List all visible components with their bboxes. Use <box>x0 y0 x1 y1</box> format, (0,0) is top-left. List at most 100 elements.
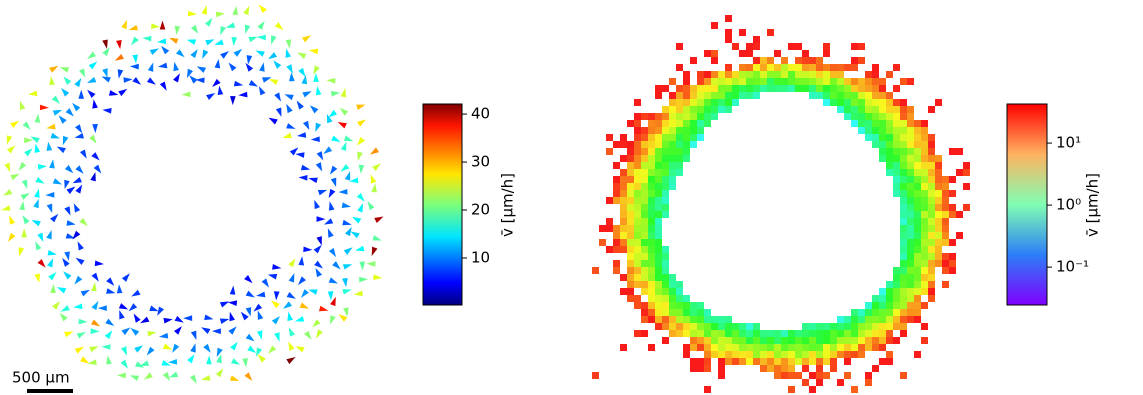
heat-cell <box>949 239 956 246</box>
heat-cell <box>795 85 802 92</box>
heat-cell <box>872 78 879 85</box>
heat-cell <box>669 323 676 330</box>
heat-cell <box>739 92 746 99</box>
heat-cell <box>669 169 676 176</box>
arrow <box>37 232 44 243</box>
arrow <box>89 134 97 144</box>
heat-cell <box>641 330 648 337</box>
heat-cell <box>823 358 830 365</box>
heat-cell <box>886 127 893 134</box>
heat-cell <box>697 127 704 134</box>
heat-cell <box>823 64 830 71</box>
arrow <box>50 132 60 139</box>
arrow <box>158 62 168 69</box>
heat-cell <box>634 302 641 309</box>
heat-cell <box>746 85 753 92</box>
heat-cell <box>774 337 781 344</box>
heat-cell <box>844 337 851 344</box>
heat-cell <box>823 344 830 351</box>
heat-cell <box>592 267 599 274</box>
arrow <box>46 123 56 130</box>
heat-cell <box>732 92 739 99</box>
heat-cell <box>662 148 669 155</box>
arrow <box>87 359 97 365</box>
heat-cell <box>823 78 830 85</box>
arrow <box>59 312 68 322</box>
heat-cell <box>641 288 648 295</box>
heat-cell <box>900 274 907 281</box>
heat-cell <box>725 71 732 78</box>
arrow <box>332 261 341 270</box>
heat-cell <box>613 232 620 239</box>
heat-cell <box>900 309 907 316</box>
heat-cell <box>683 113 690 120</box>
heat-cell <box>907 197 914 204</box>
heat-cell <box>725 64 732 71</box>
heat-cell <box>634 155 641 162</box>
arrow <box>314 199 321 210</box>
heat-cell <box>620 232 627 239</box>
heat-cell <box>648 253 655 260</box>
heat-cell <box>697 316 704 323</box>
arrow <box>88 61 98 70</box>
heat-cell <box>900 302 907 309</box>
heat-cell <box>641 267 648 274</box>
heat-cell <box>809 64 816 71</box>
heat-cell <box>907 218 914 225</box>
arrow <box>275 107 282 117</box>
arrow <box>121 346 127 356</box>
heat-cell <box>851 120 858 127</box>
arrow <box>116 40 122 50</box>
heat-cell <box>648 141 655 148</box>
heat-cell <box>858 57 865 64</box>
heat-cell <box>823 85 830 92</box>
arrow <box>296 100 304 110</box>
arrow <box>128 24 138 31</box>
heat-cell <box>935 218 942 225</box>
heat-cell <box>844 351 851 358</box>
heat-cell <box>802 71 809 78</box>
heat-cell <box>634 246 641 253</box>
arrow <box>328 188 336 199</box>
colorbar-tick-label: 10⁰ <box>1056 196 1081 214</box>
heat-cell <box>879 148 886 155</box>
arrow <box>91 282 97 292</box>
arrow <box>72 230 81 240</box>
heat-cell <box>893 106 900 113</box>
arrow <box>18 161 27 171</box>
heat-cell <box>648 155 655 162</box>
heat-cell <box>627 211 634 218</box>
arrow <box>297 52 307 59</box>
heat-cell <box>767 351 774 358</box>
heat-cell <box>844 344 851 351</box>
colorbar <box>422 103 463 306</box>
heat-cell <box>627 253 634 260</box>
heat-cell <box>921 162 928 169</box>
heat-cell <box>683 106 690 113</box>
heat-cell <box>907 78 914 85</box>
heat-cell <box>893 302 900 309</box>
arrow <box>20 192 30 200</box>
scale-bar-label: 500 μm <box>12 369 70 387</box>
heat-cell <box>872 344 879 351</box>
arrow <box>74 346 84 354</box>
heat-cell <box>795 43 802 50</box>
heat-cell <box>837 85 844 92</box>
heat-cell <box>606 246 613 253</box>
heat-cell <box>816 330 823 337</box>
heat-cell <box>914 295 921 302</box>
arrow <box>271 315 280 325</box>
heat-cell <box>690 120 697 127</box>
heat-cell <box>893 162 900 169</box>
arrow <box>225 22 236 28</box>
heat-cell <box>851 92 858 99</box>
heat-cell <box>872 134 879 141</box>
heat-cell <box>599 225 606 232</box>
heat-cell <box>921 127 928 134</box>
heat-cell <box>662 85 669 92</box>
arrow <box>106 288 116 294</box>
heat-cell <box>711 71 718 78</box>
heat-cell <box>872 309 879 316</box>
heat-cell <box>634 253 641 260</box>
arrow <box>93 164 102 174</box>
